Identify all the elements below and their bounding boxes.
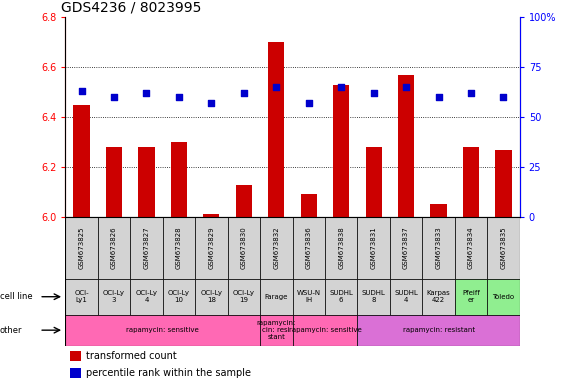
Bar bbox=[455, 217, 487, 279]
Bar bbox=[293, 217, 325, 279]
Bar bbox=[333, 84, 349, 217]
Bar bbox=[139, 147, 154, 217]
Bar bbox=[293, 279, 325, 315]
Bar bbox=[195, 279, 228, 315]
Text: GSM673825: GSM673825 bbox=[78, 227, 85, 269]
Text: Karpas
422: Karpas 422 bbox=[427, 290, 450, 303]
Text: OCI-Ly
10: OCI-Ly 10 bbox=[168, 290, 190, 303]
Text: GSM673831: GSM673831 bbox=[371, 227, 377, 269]
Text: percentile rank within the sample: percentile rank within the sample bbox=[86, 368, 250, 378]
Text: GSM673834: GSM673834 bbox=[468, 227, 474, 269]
Bar bbox=[203, 215, 219, 217]
Bar bbox=[195, 217, 228, 279]
Bar bbox=[65, 315, 260, 346]
Text: GSM673828: GSM673828 bbox=[176, 227, 182, 269]
Bar bbox=[73, 104, 90, 217]
Bar bbox=[390, 217, 423, 279]
Bar bbox=[98, 217, 130, 279]
Bar bbox=[171, 142, 187, 217]
Point bbox=[337, 84, 346, 90]
Text: GSM673827: GSM673827 bbox=[144, 227, 149, 269]
Text: cell line: cell line bbox=[0, 292, 32, 301]
Bar bbox=[487, 217, 520, 279]
Text: Farage: Farage bbox=[265, 294, 288, 300]
Point bbox=[402, 84, 411, 90]
Text: rapamycin: sensitive: rapamycin: sensitive bbox=[126, 327, 199, 333]
Bar bbox=[293, 315, 357, 346]
Text: GSM673826: GSM673826 bbox=[111, 227, 117, 269]
Point bbox=[466, 90, 475, 96]
Point bbox=[142, 90, 151, 96]
Point bbox=[77, 88, 86, 94]
Bar bbox=[65, 279, 98, 315]
Text: GSM673838: GSM673838 bbox=[338, 227, 344, 269]
Text: GSM673829: GSM673829 bbox=[208, 227, 214, 269]
Bar bbox=[236, 185, 252, 217]
Text: OCI-
Ly1: OCI- Ly1 bbox=[74, 290, 89, 303]
Bar bbox=[357, 315, 520, 346]
Text: OCI-Ly
19: OCI-Ly 19 bbox=[233, 290, 255, 303]
Bar bbox=[228, 279, 260, 315]
Text: WSU-N
IH: WSU-N IH bbox=[296, 290, 321, 303]
Point bbox=[304, 100, 314, 106]
Bar bbox=[423, 279, 455, 315]
Bar bbox=[357, 279, 390, 315]
Bar bbox=[260, 315, 293, 346]
Bar bbox=[455, 279, 487, 315]
Point bbox=[239, 90, 248, 96]
Bar bbox=[463, 147, 479, 217]
Bar bbox=[300, 195, 317, 217]
Bar bbox=[398, 74, 414, 217]
Text: GSM673836: GSM673836 bbox=[306, 227, 312, 269]
Bar bbox=[325, 279, 357, 315]
Text: SUDHL
8: SUDHL 8 bbox=[362, 290, 386, 303]
Point bbox=[272, 84, 281, 90]
Text: OCI-Ly
4: OCI-Ly 4 bbox=[135, 290, 157, 303]
Bar bbox=[70, 351, 81, 361]
Point bbox=[207, 100, 216, 106]
Bar bbox=[70, 368, 81, 379]
Text: SUDHL
6: SUDHL 6 bbox=[329, 290, 353, 303]
Text: OCI-Ly
18: OCI-Ly 18 bbox=[201, 290, 223, 303]
Bar bbox=[162, 279, 195, 315]
Bar bbox=[98, 279, 130, 315]
Text: GSM673835: GSM673835 bbox=[500, 227, 507, 269]
Bar bbox=[268, 42, 285, 217]
Point bbox=[110, 94, 119, 100]
Text: Toledo: Toledo bbox=[492, 294, 515, 300]
Text: rapamycin: sensitive: rapamycin: sensitive bbox=[289, 327, 361, 333]
Bar bbox=[390, 279, 423, 315]
Bar bbox=[130, 217, 162, 279]
Bar bbox=[366, 147, 382, 217]
Text: GSM673837: GSM673837 bbox=[403, 227, 409, 269]
Point bbox=[369, 90, 378, 96]
Bar bbox=[423, 217, 455, 279]
Text: rapamycin:
cin: resi
stant: rapamycin: cin: resi stant bbox=[257, 320, 296, 340]
Text: GSM673833: GSM673833 bbox=[436, 227, 441, 269]
Bar bbox=[162, 217, 195, 279]
Bar bbox=[130, 279, 162, 315]
Text: other: other bbox=[0, 326, 23, 335]
Bar bbox=[65, 217, 98, 279]
Bar bbox=[495, 150, 512, 217]
Bar bbox=[357, 217, 390, 279]
Text: GDS4236 / 8023995: GDS4236 / 8023995 bbox=[61, 1, 201, 15]
Bar bbox=[260, 217, 293, 279]
Point bbox=[434, 94, 443, 100]
Text: rapamycin: resistant: rapamycin: resistant bbox=[403, 327, 475, 333]
Text: transformed count: transformed count bbox=[86, 351, 177, 361]
Bar bbox=[325, 217, 357, 279]
Point bbox=[174, 94, 183, 100]
Text: SUDHL
4: SUDHL 4 bbox=[394, 290, 418, 303]
Text: Pfeiff
er: Pfeiff er bbox=[462, 290, 480, 303]
Bar bbox=[431, 205, 446, 217]
Text: GSM673830: GSM673830 bbox=[241, 227, 247, 269]
Text: GSM673832: GSM673832 bbox=[273, 227, 279, 269]
Bar bbox=[487, 279, 520, 315]
Point bbox=[499, 94, 508, 100]
Text: OCI-Ly
3: OCI-Ly 3 bbox=[103, 290, 125, 303]
Bar bbox=[260, 279, 293, 315]
Bar bbox=[228, 217, 260, 279]
Bar bbox=[106, 147, 122, 217]
